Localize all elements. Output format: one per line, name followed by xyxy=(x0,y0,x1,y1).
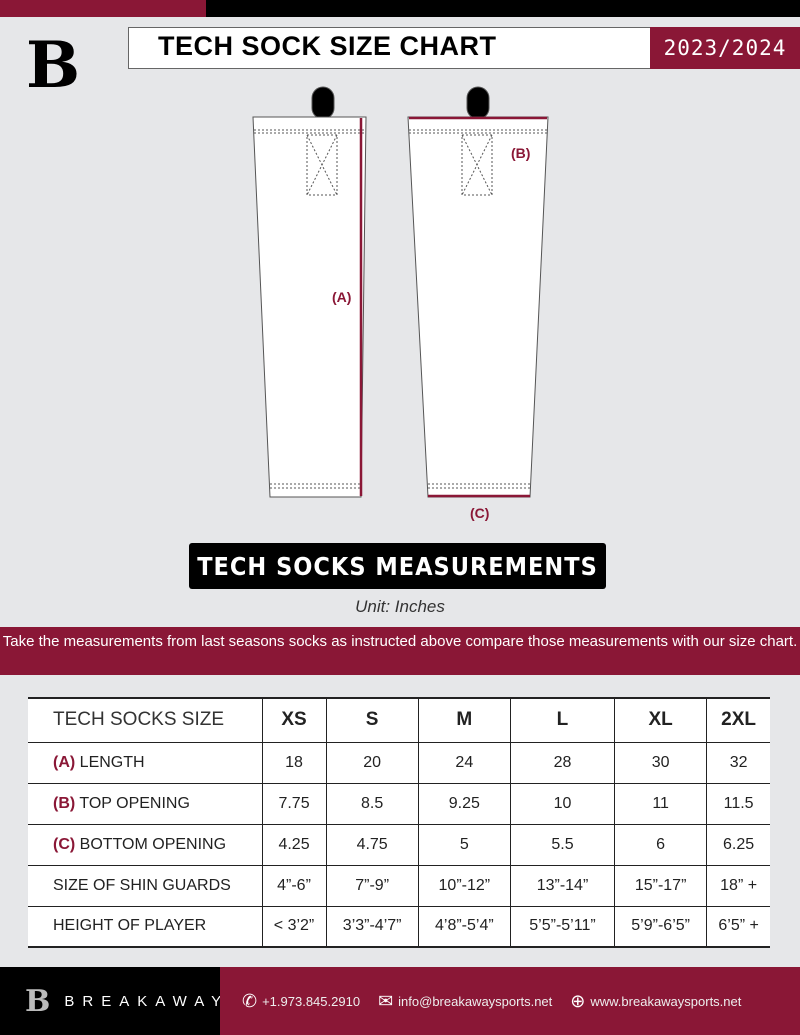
instructions-text: Take the measurements from last seasons … xyxy=(2,633,798,650)
table-cell: 6.25 xyxy=(706,823,770,866)
table-cell: 28 xyxy=(509,741,616,784)
sock-diagram xyxy=(252,86,549,498)
table-cell: 18 xyxy=(261,741,327,784)
table-cell: 11 xyxy=(614,782,708,825)
header-cell: TECH SOCKS SIZE xyxy=(28,697,263,743)
row-label-text: TOP OPENING xyxy=(79,794,190,812)
season-badge: 2023/2024 xyxy=(650,27,800,69)
table-cell: 5.5 xyxy=(509,823,616,866)
measure-letter: (B) xyxy=(53,794,76,812)
website-link[interactable]: www.breakawaysports.net xyxy=(590,993,742,1009)
left-sock-tab xyxy=(311,86,335,120)
table-cell: 32 xyxy=(706,741,770,784)
table-cell: 6 xyxy=(614,823,708,866)
table-cell: 5 xyxy=(417,823,511,866)
table-cell: 24 xyxy=(417,741,511,784)
top-black-bar xyxy=(206,0,800,17)
left-sock xyxy=(252,86,367,498)
email-link[interactable]: info@breakawaysports.net xyxy=(398,993,553,1009)
header-cell: 2XL xyxy=(706,697,770,743)
phone-icon: ✆ xyxy=(242,990,258,1011)
table-row: HEIGHT OF PLAYER < 3’2” 3’3”-4’7” 4’8”-5’4”… xyxy=(28,905,770,948)
row-label-text: HEIGHT OF PLAYER xyxy=(53,917,207,935)
size-chart-table: TECH SOCKS SIZE XS S M L XL 2XL (A) LENG… xyxy=(28,697,770,948)
label-c: (C) xyxy=(470,505,490,521)
table-cell: 11.5 xyxy=(706,782,770,825)
unit-label: Unit: Inches xyxy=(355,597,445,616)
footer-contact: ✆ +1.973.845.2910 ✉ info@breakawaysports.n… xyxy=(220,967,800,1035)
label-a: (A) xyxy=(332,289,352,305)
globe-icon: ⊕ xyxy=(570,990,586,1011)
row-label: SIZE OF SHIN GUARDS xyxy=(28,864,263,907)
top-accent-bar xyxy=(0,0,206,17)
table-cell: 10”-12” xyxy=(417,864,511,907)
table-cell: 3’3”-4’7” xyxy=(325,905,419,948)
table-cell: 8.5 xyxy=(325,782,419,825)
breakaway-logo: B xyxy=(26,28,81,103)
footer-brand: B BREAKAWAY xyxy=(0,967,221,1035)
row-label-text: SIZE OF SHIN GUARDS xyxy=(53,876,231,894)
row-label-text: LENGTH xyxy=(79,753,145,771)
row-label: HEIGHT OF PLAYER xyxy=(28,905,263,948)
row-label: (B) TOP OPENING xyxy=(28,782,263,825)
table-cell: 18” + xyxy=(706,864,770,907)
table-cell: 9.25 xyxy=(417,782,511,825)
header-cell: XL xyxy=(614,697,708,743)
table-cell: 5’9”-6’5” xyxy=(614,905,708,948)
table-header-row: TECH SOCKS SIZE XS S M L XL 2XL xyxy=(28,697,770,743)
header-cell: S xyxy=(325,697,419,743)
table-cell: 13”-14” xyxy=(509,864,616,907)
table-row: (C) BOTTOM OPENING 4.25 4.75 5 5.5 6 6.25 xyxy=(28,823,770,866)
table-cell: 6’5” + xyxy=(706,905,770,948)
table-cell: 5’5”-5’11” xyxy=(509,905,616,948)
phone-number[interactable]: +1.973.845.2910 xyxy=(262,993,361,1009)
table-row: (B) TOP OPENING 7.75 8.5 9.25 10 11 11.5 xyxy=(28,782,770,825)
table-cell: 15”-17” xyxy=(614,864,708,907)
table-cell: < 3’2” xyxy=(261,905,327,948)
table-cell: 4.25 xyxy=(261,823,327,866)
table-cell: 7”-9” xyxy=(325,864,419,907)
brand-name: BREAKAWAY xyxy=(64,992,230,1010)
header-cell: M xyxy=(417,697,511,743)
measure-letter: (C) xyxy=(53,835,76,853)
table-cell: 30 xyxy=(614,741,708,784)
label-b: (B) xyxy=(511,145,531,161)
table-cell: 7.75 xyxy=(261,782,327,825)
footer-logo: B xyxy=(25,983,51,1019)
table-cell: 10 xyxy=(509,782,616,825)
header-cell: L xyxy=(509,697,616,743)
instructions-banner: Take the measurements from last seasons … xyxy=(0,627,800,675)
header-cell: XS xyxy=(261,697,327,743)
row-label: (A) LENGTH xyxy=(28,741,263,784)
title-box xyxy=(128,27,650,69)
row-label-text: BOTTOM OPENING xyxy=(79,835,227,853)
table-cell: 4.75 xyxy=(325,823,419,866)
row-label: (C) BOTTOM OPENING xyxy=(28,823,263,866)
measure-letter: (A) xyxy=(53,753,76,771)
table-cell: 4”-6” xyxy=(261,864,327,907)
table-cell: 4’8”-5’4” xyxy=(417,905,511,948)
measurements-title: TECH SOCKS MEASUREMENTS xyxy=(189,543,606,589)
page-title: TECH SOCK SIZE CHART xyxy=(158,31,497,61)
mail-icon: ✉ xyxy=(378,990,394,1011)
right-sock-tab xyxy=(466,86,490,120)
table-row: SIZE OF SHIN GUARDS 4”-6” 7”-9” 10”-12” 13”-… xyxy=(28,864,770,907)
table-cell: 20 xyxy=(325,741,419,784)
right-sock xyxy=(407,86,549,498)
table-row: (A) LENGTH 18 20 24 28 30 32 xyxy=(28,741,770,784)
